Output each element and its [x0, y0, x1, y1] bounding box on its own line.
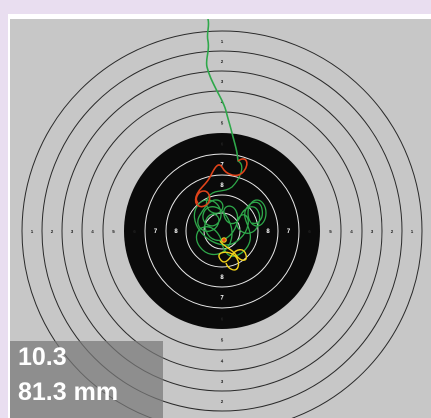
ring-line: [102, 111, 342, 351]
aim-trace-approach: [205, 19, 239, 162]
ring-label: 4: [221, 359, 224, 364]
bull-ring-line: [185, 194, 259, 268]
target-view: 11112222333344445555666677778888: [10, 19, 431, 418]
ring-label: 4: [91, 229, 94, 234]
ring-label: 7: [220, 296, 224, 302]
ring-label: 2: [221, 59, 224, 64]
ring-label: 3: [221, 79, 224, 84]
aim-trace-green: [193, 160, 264, 257]
ring-label: 6: [221, 317, 224, 322]
ring-label: 1: [31, 229, 34, 234]
shot-point: [221, 237, 227, 243]
bull-ring-line: [165, 174, 279, 288]
ring-label: 7: [287, 229, 291, 235]
aim-trace-yellow: [218, 240, 248, 271]
ring-label: 5: [112, 229, 115, 234]
ring-label: 1: [221, 39, 224, 44]
ring-label: 6: [308, 229, 311, 234]
shot-readout: 10.3 81.3 mm: [10, 341, 163, 418]
shot-distance: 81.3 mm: [18, 378, 119, 406]
ring-label: 2: [391, 229, 394, 234]
ring-label: 7: [154, 229, 158, 235]
ring-label: 2: [221, 399, 224, 404]
ring-label: 7: [220, 163, 224, 169]
ring-label: 4: [350, 229, 353, 234]
bull-ring-line: [144, 153, 300, 309]
target-rings: [21, 30, 423, 418]
aim-trace-red: [194, 158, 248, 208]
ring-label: 3: [371, 229, 374, 234]
ring-label: 5: [329, 229, 332, 234]
ring-line: [81, 90, 363, 372]
shot-score: 10.3: [18, 343, 67, 371]
ring-label: 8: [220, 275, 224, 281]
ring-label: 5: [221, 338, 224, 343]
bullseye: [124, 133, 320, 329]
aim-trace-loop: [247, 199, 267, 227]
ring-label: 3: [221, 379, 224, 384]
ring-label: 2: [51, 229, 54, 234]
aim-traces: [193, 19, 267, 271]
ring-label: 8: [220, 183, 224, 189]
ring-line: [21, 30, 423, 418]
ring-label: 8: [174, 229, 178, 235]
ring-line: [61, 70, 383, 392]
ring-label: 3: [71, 229, 74, 234]
ring-label: 6: [221, 142, 224, 147]
shooting-target: 11112222333344445555666677778888: [21, 19, 423, 418]
ring-label: 6: [133, 229, 136, 234]
ring-label: 5: [221, 121, 224, 126]
ring-line: [41, 50, 403, 412]
ring-label: 1: [411, 229, 414, 234]
ring-label: 8: [266, 229, 270, 235]
